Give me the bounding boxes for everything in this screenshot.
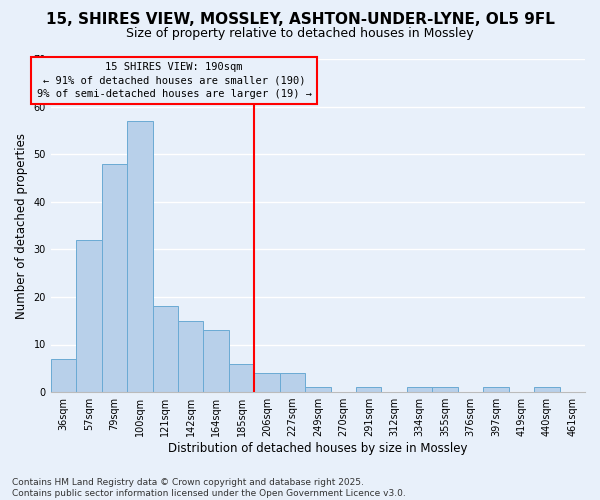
Bar (127, 121, 152, 392)
Text: 15 SHIRES VIEW: 190sqm
← 91% of detached houses are smaller (190)
9% of semi-det: 15 SHIRES VIEW: 190sqm ← 91% of detached… (37, 62, 311, 98)
Bar (76, 240, 101, 392)
Text: Contains HM Land Registry data © Crown copyright and database right 2025.
Contai: Contains HM Land Registry data © Crown c… (12, 478, 406, 498)
Bar (152, 306, 178, 392)
Bar (203, 330, 229, 392)
Bar (254, 373, 280, 392)
Bar (483, 388, 509, 392)
Y-axis label: Number of detached properties: Number of detached properties (15, 132, 28, 318)
Bar (433, 388, 458, 392)
Bar (356, 388, 382, 392)
Text: Size of property relative to detached houses in Mossley: Size of property relative to detached ho… (126, 28, 474, 40)
Bar (101, 164, 127, 392)
Bar (305, 388, 331, 392)
Bar (280, 373, 305, 392)
Bar (229, 364, 254, 392)
Bar (534, 388, 560, 392)
Bar (407, 388, 433, 392)
Text: 15, SHIRES VIEW, MOSSLEY, ASHTON-UNDER-LYNE, OL5 9FL: 15, SHIRES VIEW, MOSSLEY, ASHTON-UNDER-L… (46, 12, 554, 28)
Bar (178, 320, 203, 392)
X-axis label: Distribution of detached houses by size in Mossley: Distribution of detached houses by size … (168, 442, 467, 455)
Bar (51, 359, 76, 392)
